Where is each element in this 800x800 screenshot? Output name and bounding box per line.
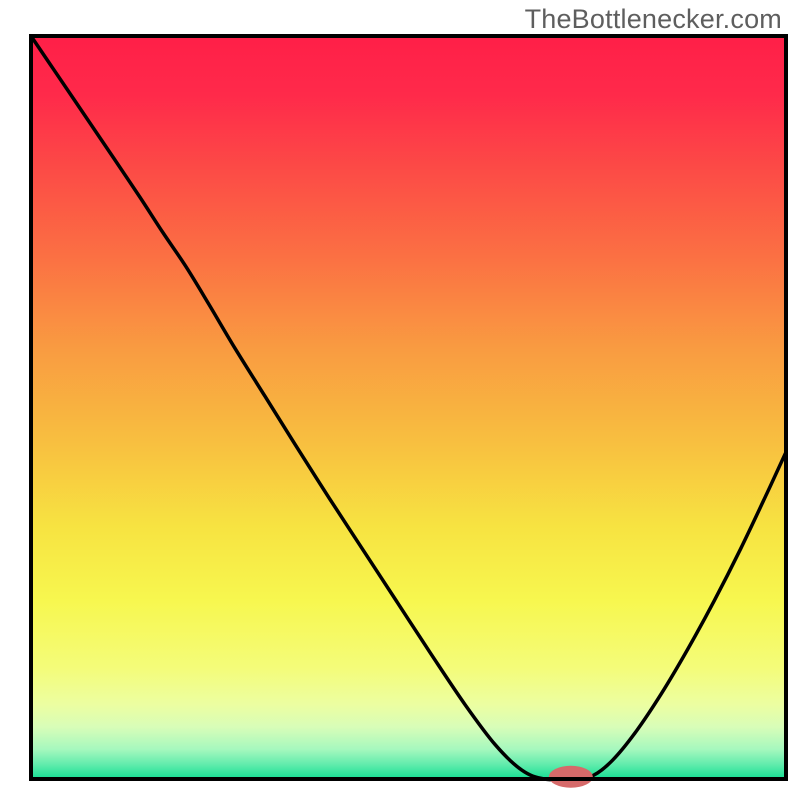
gradient-background [31,36,786,779]
chart-svg [0,0,800,800]
optimal-marker [549,766,593,788]
watermark-text: TheBottlenecker.com [525,4,782,35]
chart-container: TheBottlenecker.com [0,0,800,800]
plot-area [31,36,786,788]
